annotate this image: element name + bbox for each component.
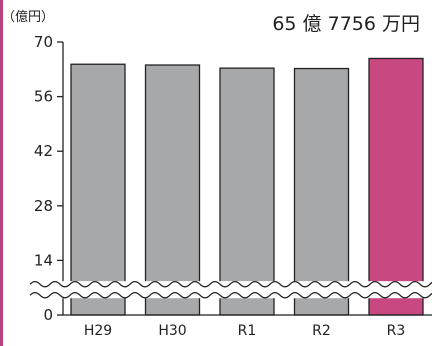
bar-R3 [368,57,424,316]
y-tick-label: 0 [43,306,53,324]
bar-R1 [219,67,275,316]
bar-R2 [293,67,350,316]
axis-break-wave [29,280,432,288]
bar-H29 [70,63,126,316]
bar-H30 [144,64,201,316]
y-unit-label: （億円） [2,9,54,25]
highlight-value-label: 65 億 7756 万円 [272,13,420,35]
y-tick-label: 28 [34,197,53,215]
axis-layer [62,42,432,316]
y-tick-label: 70 [34,33,53,51]
x-tick-label-R1: R1 [238,323,257,339]
bars-layer [70,57,424,316]
x-tick-label-H29: H29 [84,323,112,339]
y-tick-label: 14 [34,251,53,269]
x-tick-label-R3: R3 [387,323,406,339]
x-tick-label-H30: H30 [158,323,186,339]
y-ticks: 0 14 28 42 56 70 [34,33,63,324]
y-tick-label: 56 [34,88,53,106]
axis-break-wave [29,291,432,299]
axis-break [29,280,432,299]
x-tick-labels: H29 H30 R1 R2 R3 [84,323,405,339]
y-tick-label: 42 [34,142,53,160]
x-tick-label-R2: R2 [312,323,331,339]
